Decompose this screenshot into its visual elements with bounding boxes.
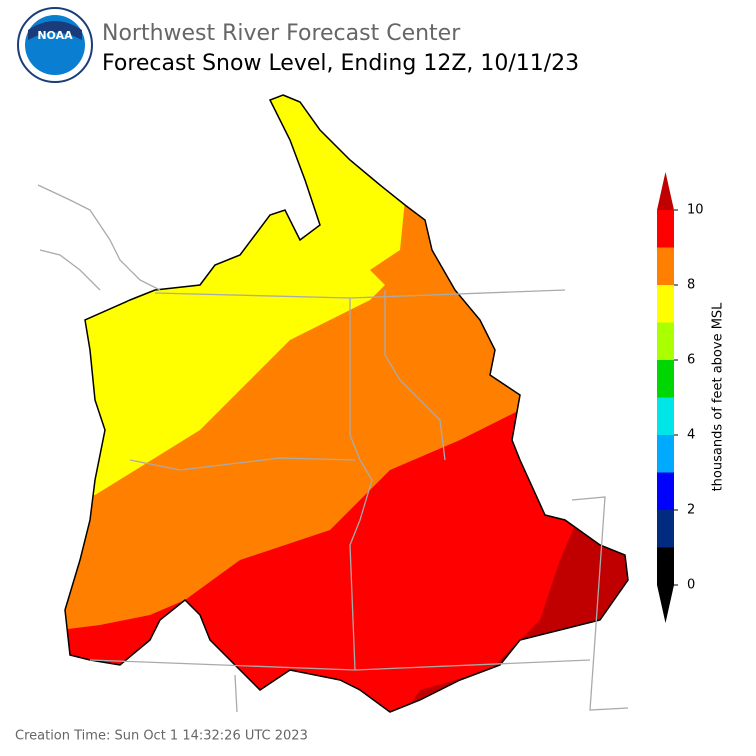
colorbar-tick-label: 10	[687, 203, 704, 218]
colorbar-segment	[657, 397, 674, 435]
footer: Creation Time: Sun Oct 1 14:32:26 UTC 20…	[15, 729, 308, 744]
colorbar-tick-label: 6	[687, 353, 695, 368]
colorbar-segment	[657, 472, 674, 510]
subtitle: Forecast Snow Level, Ending 12Z, 10/11/2…	[102, 51, 579, 76]
colorbar: 0 2 4 6 8 10	[657, 172, 704, 623]
colorbar-tick-label: 0	[687, 578, 695, 593]
logo-text: NOAA	[37, 29, 73, 42]
colorbar-tick-label: 2	[687, 503, 695, 518]
colorbar-segment	[657, 435, 674, 473]
colorbar-segment	[657, 510, 674, 548]
colorbar-segment	[657, 547, 674, 585]
colorbar-segment	[657, 285, 674, 323]
colorbar-label: thousands of feet above MSL	[711, 302, 726, 492]
colorbar-segment	[657, 247, 674, 285]
colorbar-tick-label: 4	[687, 428, 695, 443]
colorbar-segment	[657, 322, 674, 360]
map	[37, 94, 629, 713]
colorbar-segment	[657, 210, 674, 248]
colorbar-over	[657, 172, 674, 210]
colorbar-under	[657, 585, 674, 623]
colorbar-segment	[657, 360, 674, 398]
title: Northwest River Forecast Center	[102, 21, 461, 46]
logo: NOAA	[17, 7, 93, 83]
colorbar-tick-label: 8	[687, 278, 695, 293]
